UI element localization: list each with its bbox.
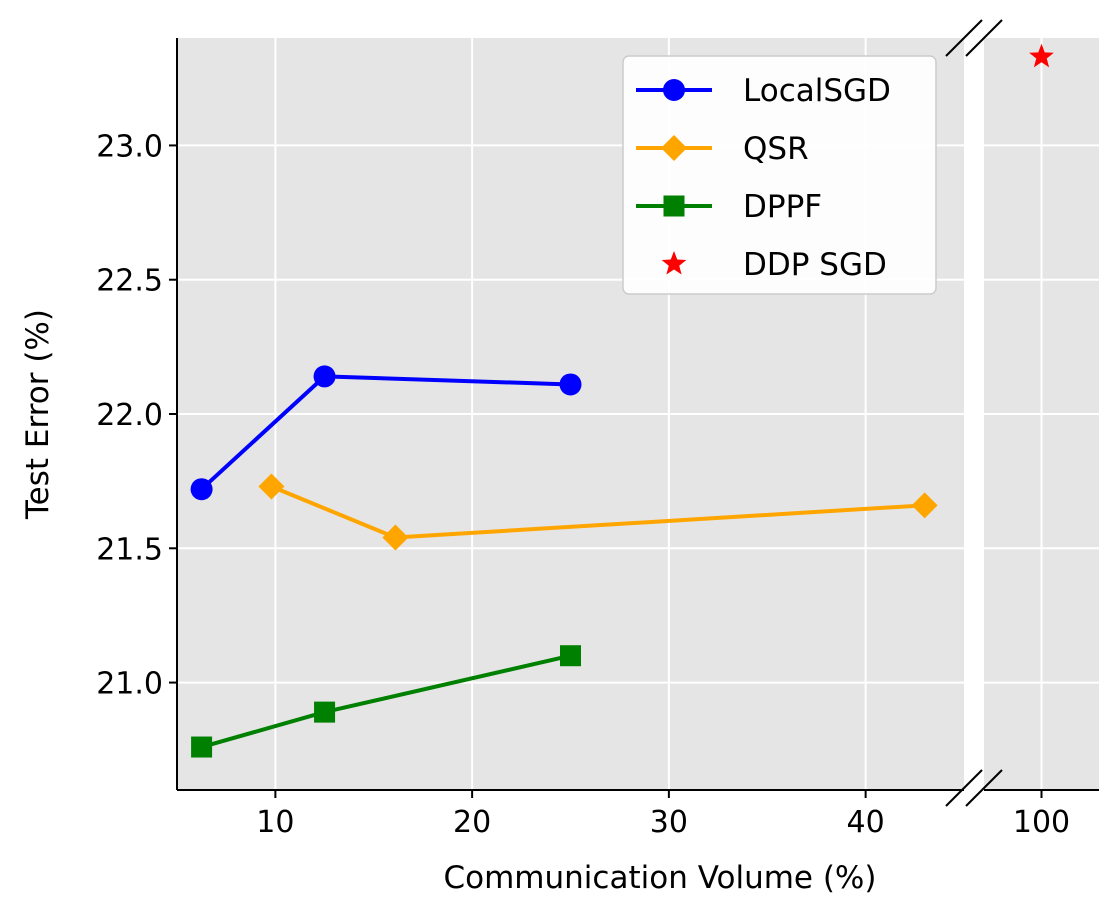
data-point-ddp-sgd [1029, 43, 1054, 68]
data-point-localsgd [559, 373, 582, 396]
x-axis-label: Communication Volume (%) [444, 860, 877, 896]
x-tick-label: 20 [453, 805, 491, 840]
legend-label-dppf: DPPF [743, 189, 822, 225]
legend-label-ddp-sgd: DDP SGD [743, 247, 887, 283]
x-tick-label: 40 [847, 805, 885, 840]
legend-item-ddp-sgd: DDP SGD [661, 247, 887, 283]
legend-marker-ddp-sgd [661, 251, 687, 275]
data-point-dppf [191, 736, 213, 758]
data-point-qsr [911, 492, 938, 519]
series-dppf [191, 645, 581, 758]
series [190, 43, 1054, 758]
series-localsgd [190, 365, 582, 501]
legend-item-dppf: DPPF [636, 189, 822, 225]
data-point-localsgd [313, 365, 336, 388]
legend-marker-dppf [663, 195, 685, 217]
data-point-dppf [560, 645, 581, 667]
y-tick-label: 21.0 [96, 667, 163, 702]
y-tick-label: 23.0 [96, 129, 163, 164]
data-point-dppf [314, 701, 336, 723]
data-point-qsr [258, 473, 285, 500]
axis-break-marks-bottom [945, 769, 1003, 807]
data-point-qsr [382, 524, 409, 551]
legend-item-qsr: QSR [636, 131, 809, 167]
x-tick-label: 10 [256, 805, 294, 840]
y-tick-label: 21.5 [96, 532, 163, 567]
y-axis-label: Test Error (%) [20, 309, 56, 520]
legend-item-localsgd: LocalSGD [636, 73, 891, 109]
x-tick-label: 30 [650, 805, 688, 840]
legend-marker-qsr [661, 135, 687, 161]
legend-label-qsr: QSR [743, 131, 809, 167]
legend-marker-localsgd [663, 79, 685, 101]
y-tick-label: 22.5 [96, 264, 163, 299]
data-point-localsgd [190, 478, 213, 501]
legend-entries: LocalSGD QSR DPPF DDP SGD [636, 73, 891, 283]
legend-label-localsgd: LocalSGD [743, 73, 891, 109]
series-qsr [258, 473, 938, 551]
legend: LocalSGD QSR DPPF DDP SGD [622, 55, 937, 295]
ticks: 21.0 21.5 22.0 22.5 23.0 10 20 30 40 100 [96, 129, 1070, 840]
x-tick-label: 100 [1013, 805, 1070, 840]
y-tick-label: 22.0 [96, 398, 163, 433]
series-ddp-sgd [1029, 43, 1054, 68]
legend-box [622, 55, 937, 295]
axis-break-marks-top [945, 19, 1003, 57]
